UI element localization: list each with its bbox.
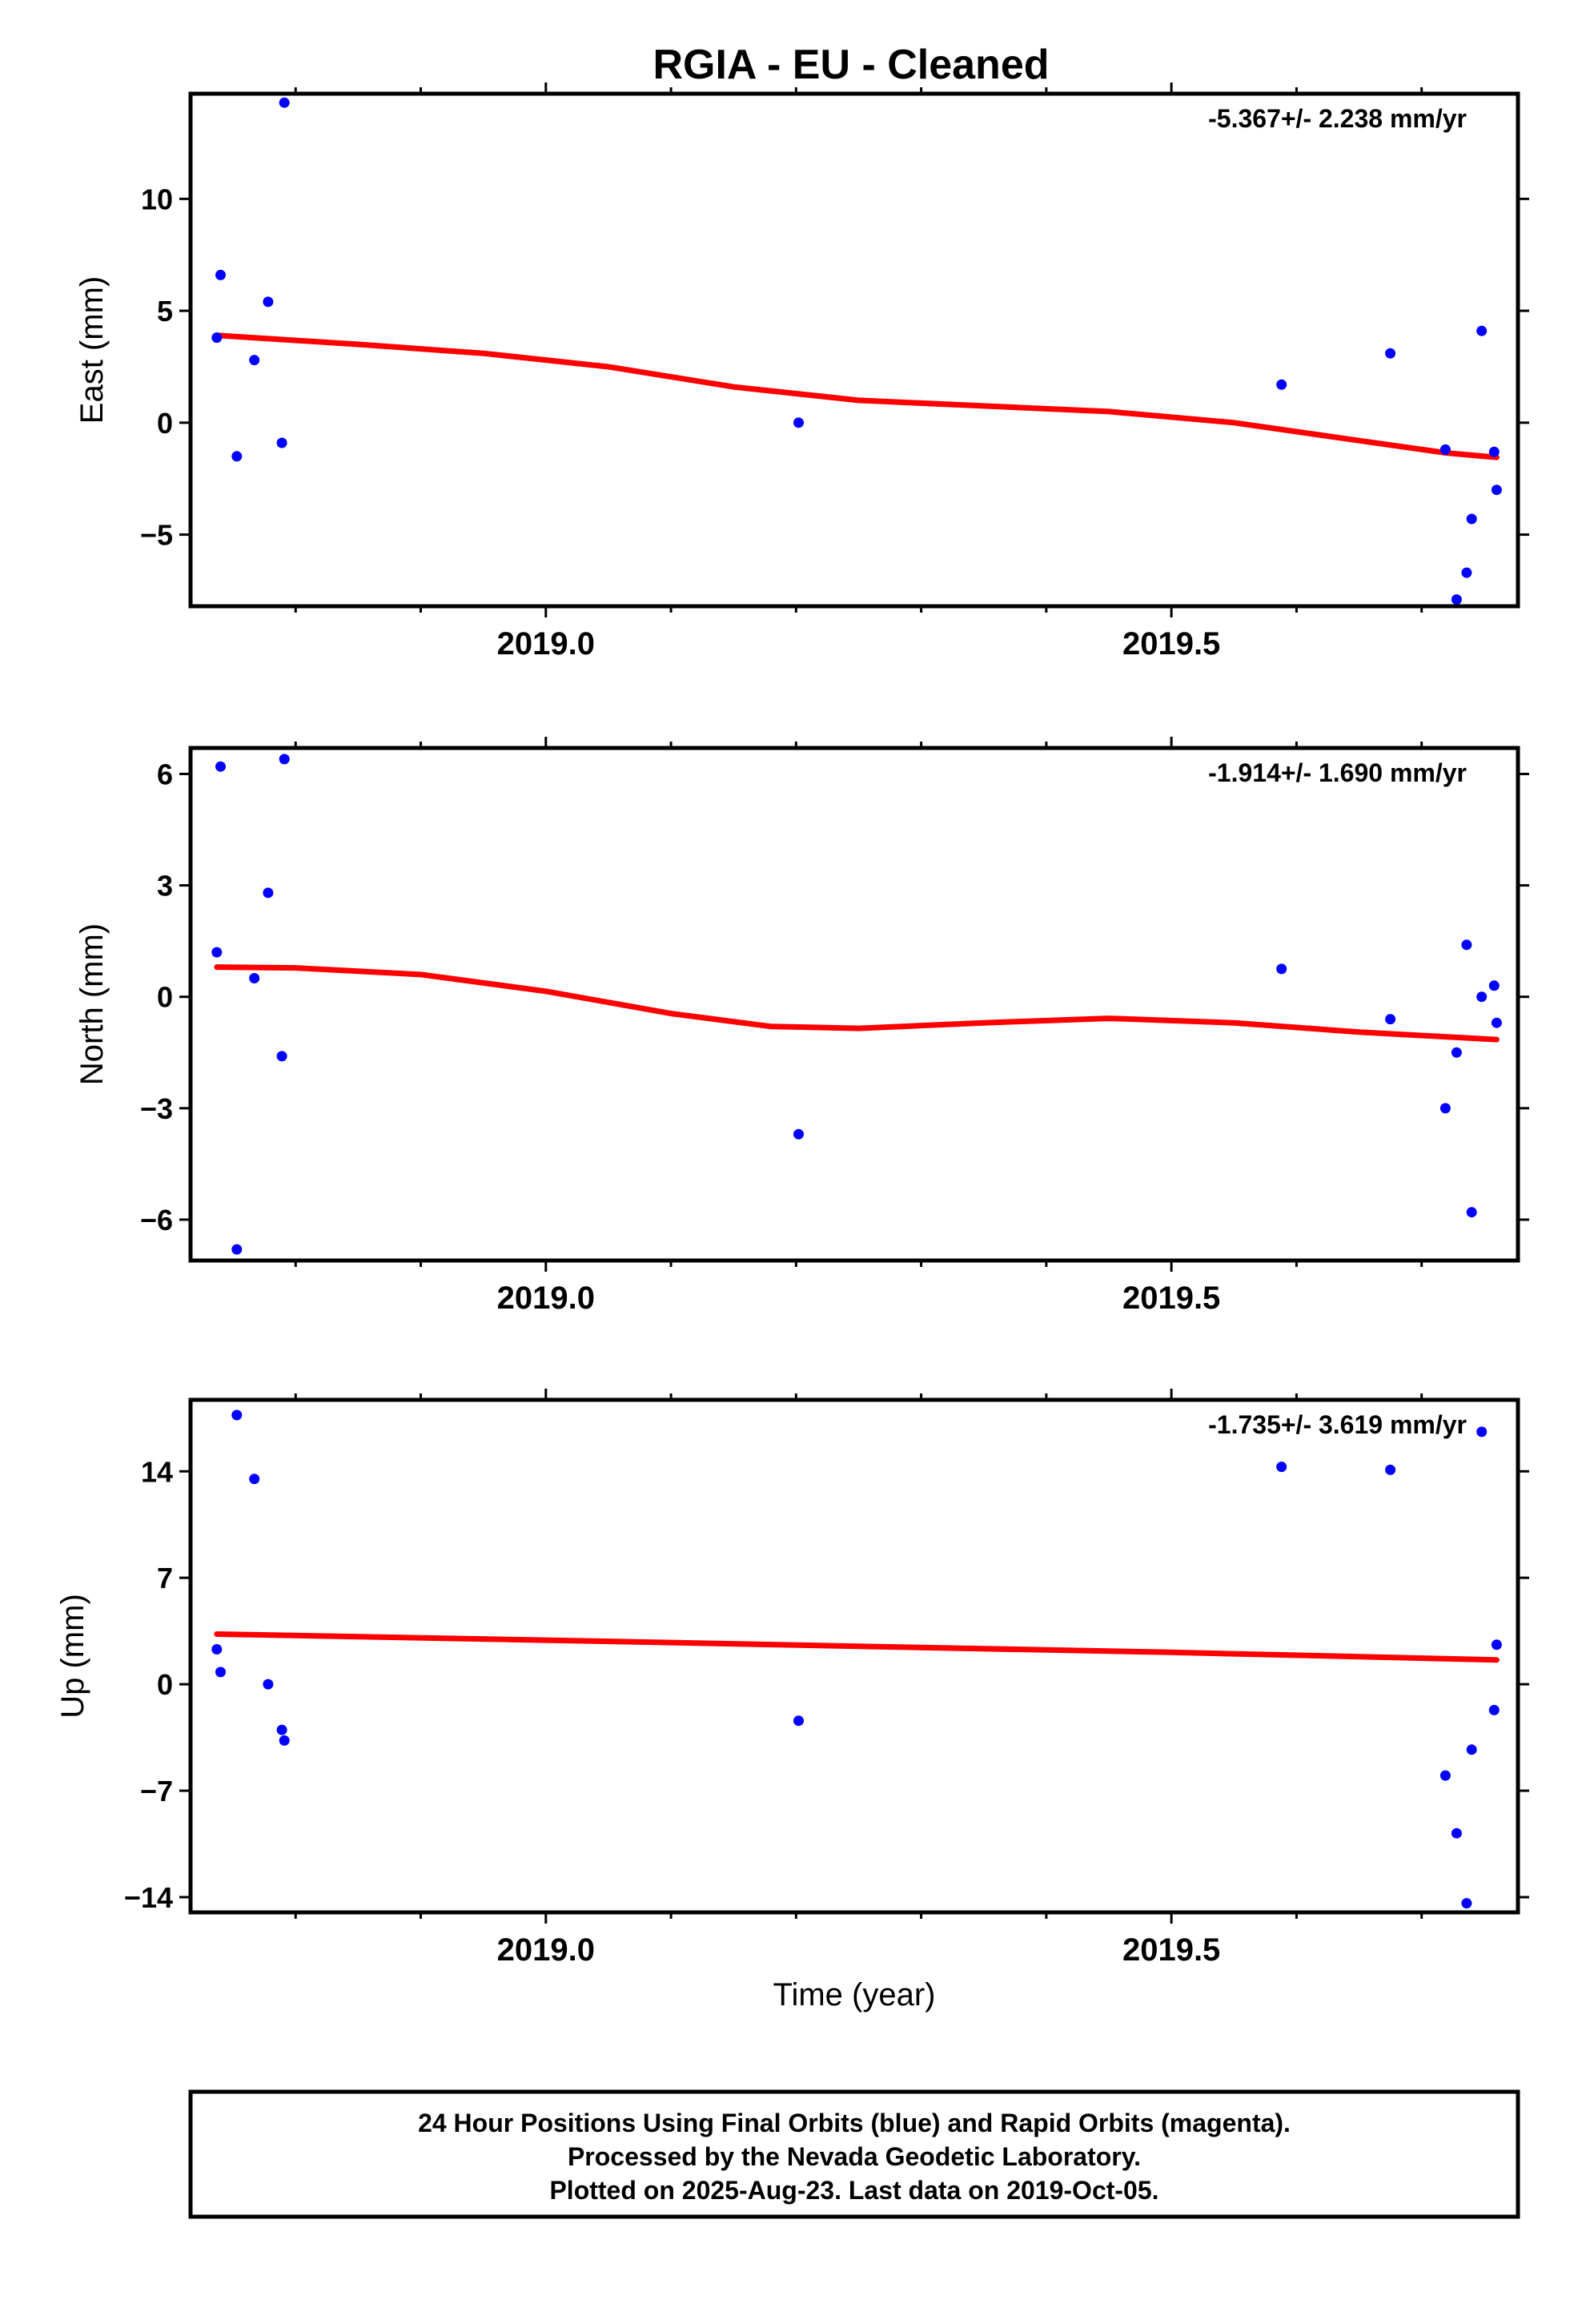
- east-y-tick-label: −5: [140, 519, 173, 552]
- up-y-tick-label: 14: [141, 1455, 173, 1488]
- up-data-point: [215, 1667, 226, 1678]
- up-fit-line: [214, 1631, 1500, 1663]
- east-data-point: [279, 97, 290, 108]
- north-y-tick-label: −6: [140, 1204, 173, 1236]
- east-data-point: [231, 451, 243, 462]
- up-data-point: [793, 1715, 804, 1727]
- footer-line-3: Plotted on 2025-Aug-23. Last data on 201…: [549, 2176, 1158, 2205]
- north-panel: 2019.0 2019.5 −6 −3 0 3 6 North (mm) -1.914+/- 1…: [74, 737, 1529, 1316]
- up-data-point: [1466, 1744, 1477, 1755]
- up-data-point: [276, 1724, 287, 1735]
- north-fit-line: [214, 964, 1500, 1043]
- up-data-point: [1461, 1898, 1472, 1909]
- footer-line-2: Processed by the Nevada Geodetic Laborat…: [568, 2142, 1141, 2171]
- north-data-point: [276, 1051, 287, 1062]
- chart-title: RGIA - EU - Cleaned: [652, 42, 1049, 88]
- north-data-point: [215, 761, 226, 772]
- north-data-point: [279, 754, 290, 765]
- north-data-point: [211, 947, 223, 958]
- east-fit-line: [214, 332, 1500, 460]
- north-data-point: [1461, 939, 1472, 951]
- north-y-tick-label: −3: [140, 1092, 173, 1125]
- east-data-point: [211, 332, 223, 344]
- up-x-tick-label: 2019.0: [497, 1932, 595, 1968]
- east-data-point: [1466, 513, 1477, 525]
- up-data-point: [1491, 1639, 1502, 1651]
- north-data-point: [263, 887, 274, 899]
- footer-frame: [188, 2089, 1520, 2219]
- east-y-axis-label: East (mm): [74, 276, 110, 424]
- up-data-point: [1451, 1827, 1462, 1839]
- up-y-tick-label: −14: [124, 1881, 173, 1914]
- east-y-tick-label: 0: [157, 407, 173, 440]
- up-data-point: [211, 1644, 223, 1655]
- north-y-tick-label: 3: [157, 870, 173, 903]
- east-data-point: [1476, 325, 1488, 336]
- north-data-point: [249, 973, 260, 983]
- up-y-tick-label: 0: [157, 1668, 173, 1701]
- east-data-point: [1439, 444, 1451, 455]
- east-rate-annotation: -5.367+/- 2.238 mm/yr: [1208, 104, 1467, 133]
- north-rate-annotation: -1.914+/- 1.690 mm/yr: [1208, 758, 1467, 787]
- east-data-point: [215, 269, 226, 280]
- up-y-axis-label: Up (mm): [55, 1594, 90, 1719]
- east-y-tick-label: 10: [141, 183, 173, 215]
- north-x-tick-label: 2019.0: [497, 1281, 595, 1316]
- north-data-point: [1451, 1047, 1462, 1058]
- north-y-tick-label: 6: [157, 758, 173, 790]
- north-data-point: [1276, 963, 1287, 975]
- east-plot-frame: [188, 91, 1520, 609]
- up-data-point: [231, 1409, 243, 1421]
- east-data-point: [263, 296, 274, 308]
- north-data-point: [1466, 1207, 1477, 1218]
- north-data-point: [1439, 1103, 1451, 1114]
- north-data-point: [793, 1128, 804, 1140]
- north-y-axis-label: North (mm): [74, 923, 110, 1085]
- east-data-point: [793, 417, 804, 428]
- up-y-tick-label: 7: [157, 1562, 173, 1594]
- east-data-point: [249, 355, 260, 366]
- north-data-point: [231, 1244, 243, 1255]
- up-data-point: [249, 1474, 260, 1485]
- east-data-point: [1488, 446, 1500, 457]
- north-plot-frame: [188, 746, 1520, 1263]
- east-data-point: [1276, 379, 1287, 390]
- up-data-point: [1439, 1770, 1451, 1781]
- east-data-point: [1461, 567, 1472, 578]
- east-data-point: [1451, 594, 1462, 605]
- up-data-point: [279, 1735, 290, 1746]
- up-plot-frame: [188, 1397, 1520, 1915]
- footer-box: 24 Hour Positions Using Final Orbits (bl…: [188, 2089, 1520, 2219]
- east-x-tick-label: 2019.0: [497, 626, 595, 661]
- north-data-point: [1491, 1017, 1502, 1028]
- up-rate-annotation: -1.735+/- 3.619 mm/yr: [1208, 1410, 1467, 1439]
- up-y-tick-label: −7: [140, 1775, 173, 1807]
- east-y-tick-label: 5: [157, 295, 173, 328]
- east-data-point: [1385, 348, 1396, 359]
- north-data-point: [1385, 1014, 1396, 1025]
- up-data-point: [263, 1679, 274, 1690]
- up-data-point: [1488, 1704, 1500, 1715]
- up-data-point: [1476, 1426, 1488, 1437]
- east-x-tick-label: 2019.5: [1122, 626, 1220, 661]
- footer-line-1: 24 Hour Positions Using Final Orbits (bl…: [418, 2109, 1291, 2137]
- east-data-point: [1491, 485, 1502, 496]
- east-panel: 2019.0 2019.5 −5 0 5 10 East (mm) -5.367+/- 2.2…: [74, 82, 1529, 661]
- east-data-point: [276, 437, 287, 448]
- up-panel: 2019.0 2019.5 −14 −7 0 7 14 Up (mm) -1.735+/- 3.…: [55, 1389, 1529, 2012]
- north-data-point: [1488, 980, 1500, 991]
- up-data-point: [1385, 1464, 1396, 1475]
- up-x-tick-label: 2019.5: [1122, 1932, 1220, 1968]
- north-x-tick-label: 2019.5: [1122, 1281, 1220, 1316]
- up-data-point: [1276, 1462, 1287, 1473]
- north-data-point: [1476, 991, 1488, 1003]
- north-y-tick-label: 0: [157, 981, 173, 1014]
- up-x-axis-label: Time (year): [773, 1977, 936, 2012]
